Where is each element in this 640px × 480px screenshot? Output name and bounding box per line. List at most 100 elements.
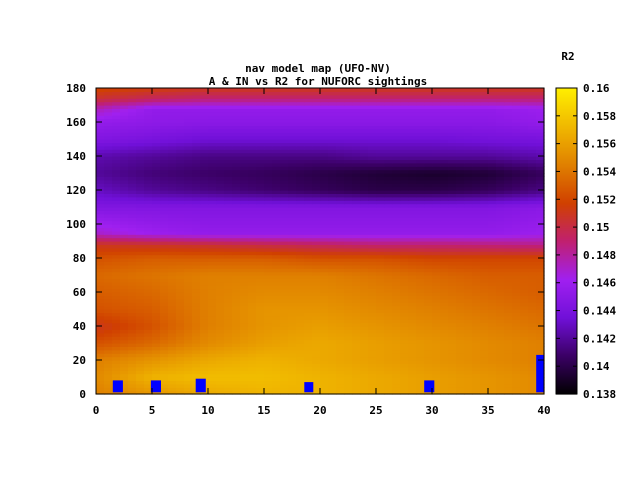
heatmap-cell [360,319,369,324]
heatmap-cell [208,258,217,262]
heatmap-cell [512,98,521,103]
heatmap-cell [408,128,417,133]
heatmap-cell [432,125,441,130]
heatmap-cell [288,363,297,368]
heatmap-cell [384,213,393,218]
heatmap-cell [288,247,297,252]
heatmap-cell [328,234,337,239]
heatmap-cell [176,213,185,218]
heatmap-cell [144,183,153,188]
heatmap-cell [272,210,281,215]
heatmap-cell [152,247,161,252]
heatmap-cell [352,315,361,320]
heatmap-cell [520,309,529,313]
heatmap-cell [416,213,425,218]
heatmap-cell [304,230,313,235]
heatmap-cell [440,360,449,364]
heatmap-cell [456,292,465,296]
heatmap-cell [144,373,153,378]
heatmap-cell [200,258,209,262]
heatmap-cell [264,349,273,354]
heatmap-cell [392,190,401,194]
heatmap-cell [432,380,441,385]
heatmap-cell [256,264,265,269]
heatmap-cell [112,210,121,215]
heatmap-cell [232,298,241,303]
heatmap-cell [168,173,177,177]
heatmap-cell [408,390,417,395]
heatmap-cell [280,336,289,341]
heatmap-cell [392,309,401,313]
heatmap-cell [536,196,545,201]
heatmap-cell [536,176,545,181]
heatmap-cell [184,332,193,337]
heatmap-cell [176,387,185,392]
heatmap-cell [128,139,137,143]
heatmap-cell [512,349,521,354]
heatmap-cell [336,322,345,327]
heatmap-cell [112,244,121,249]
heatmap-cell [96,230,105,235]
heatmap-cell [152,377,161,381]
heatmap-cell [168,271,177,276]
heatmap-cell [240,227,249,232]
heatmap-cell [144,353,153,358]
heatmap-cell [136,122,145,126]
heatmap-cell [432,387,441,392]
heatmap-cell [352,91,361,96]
heatmap-cell [440,159,449,164]
heatmap-cell [232,213,241,218]
heatmap-cell [96,360,105,364]
heatmap-cell [232,193,241,198]
heatmap-cell [360,111,369,116]
heatmap-cell [512,244,521,249]
heatmap-cell [528,380,537,385]
heatmap-cell [136,349,145,354]
heatmap-cell [216,98,225,103]
heatmap-cell [176,149,185,154]
heatmap-cell [200,125,209,130]
heatmap-cell [432,278,441,283]
heatmap-cell [200,326,209,330]
heatmap-cell [192,349,201,354]
heatmap-cell [416,356,425,361]
heatmap-cell [224,190,233,194]
heatmap-cell [472,377,481,381]
heatmap-cell [208,295,217,300]
heatmap-cell [112,237,121,242]
heatmap-cell [320,176,329,181]
heatmap-cell [520,179,529,184]
heatmap-cell [528,373,537,378]
heatmap-cell [224,302,233,307]
heatmap-cell [344,363,353,368]
heatmap-cell [520,380,529,385]
heatmap-cell [312,173,321,177]
heatmap-cell [200,149,209,154]
heatmap-cell [128,227,137,232]
heatmap-cell [256,285,265,290]
heatmap-cell [472,390,481,395]
heatmap-cell [424,118,433,123]
heatmap-cell [488,135,497,140]
heatmap-cell [136,162,145,167]
heatmap-cell [440,152,449,157]
heatmap-cell [144,339,153,344]
heatmap-cell [344,169,353,174]
heatmap-cell [376,264,385,269]
heatmap-cell [288,268,297,273]
heatmap-cell [416,346,425,351]
heatmap-cell [336,118,345,123]
heatmap-cell [456,353,465,358]
heatmap-cell [152,312,161,317]
heatmap-cell [456,254,465,259]
heatmap-cell [152,275,161,279]
heatmap-cell [448,332,457,337]
heatmap-cell [456,305,465,310]
heatmap-cell [272,207,281,211]
heatmap-cell [496,258,505,262]
heatmap-cell [312,295,321,300]
heatmap-cell [120,336,129,341]
heatmap-cell [272,142,281,147]
heatmap-cell [408,264,417,269]
heatmap-cell [104,207,113,211]
